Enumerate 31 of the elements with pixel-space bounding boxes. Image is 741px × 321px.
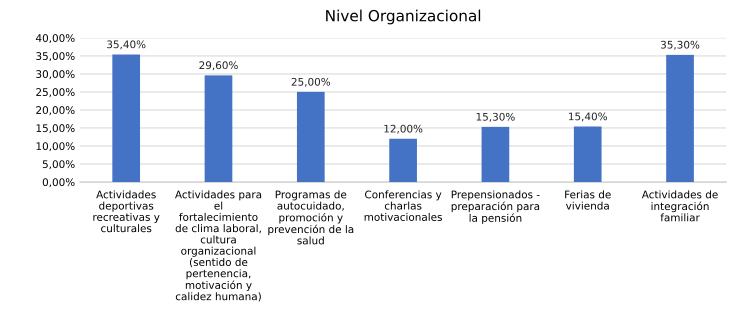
y-tick-label: 35,00% bbox=[36, 52, 75, 62]
y-tick-label: 5,00% bbox=[42, 160, 75, 170]
y-tick-label: 10,00% bbox=[36, 142, 75, 152]
y-tick-label: 40,00% bbox=[36, 34, 75, 44]
data-label: 35,30% bbox=[660, 40, 700, 50]
bar bbox=[389, 138, 417, 182]
bar bbox=[296, 92, 325, 182]
category-label: Actividades para el fortalecimiento de clima laboral, cultura organizacional (sentido de pertenencia, motivación y calidez humana) bbox=[175, 190, 262, 302]
chart-title: Nivel Organizacional bbox=[326, 10, 480, 24]
x-tick-label: Actividades de integración familiar bbox=[642, 190, 718, 222]
data-label: 15,40% bbox=[569, 112, 608, 122]
bar bbox=[204, 75, 232, 182]
y-tick-label: 20,00% bbox=[36, 106, 75, 116]
data-label: 25,00% bbox=[292, 78, 330, 87]
y-tick-label: 0,00% bbox=[42, 178, 75, 188]
bar bbox=[482, 126, 510, 182]
x-tick-label: Prepensionados - preparación para la pensión bbox=[452, 190, 540, 224]
data-label: 15,30% bbox=[476, 112, 515, 122]
x-tick-label: Ferias de vivienda bbox=[565, 190, 611, 210]
y-tick-label: 30,00% bbox=[36, 70, 75, 80]
x-tick-label: Actividades deportivas recreativas y culturales bbox=[93, 190, 160, 232]
data-label: 29,60% bbox=[199, 61, 238, 70]
x-tick-label: Conferencias y charlas motivacionales bbox=[364, 190, 442, 221]
bar bbox=[666, 54, 694, 182]
bar bbox=[112, 54, 140, 182]
data-label: 35,40% bbox=[107, 40, 146, 50]
bar bbox=[574, 126, 602, 182]
y-tick-label: 15,00% bbox=[36, 124, 75, 134]
y-tick-label: 25,00% bbox=[36, 88, 75, 98]
x-tick-label: Programas de autocuidado, promoción y prevención de la salud bbox=[268, 190, 354, 244]
data-label: 12,00% bbox=[384, 124, 422, 134]
